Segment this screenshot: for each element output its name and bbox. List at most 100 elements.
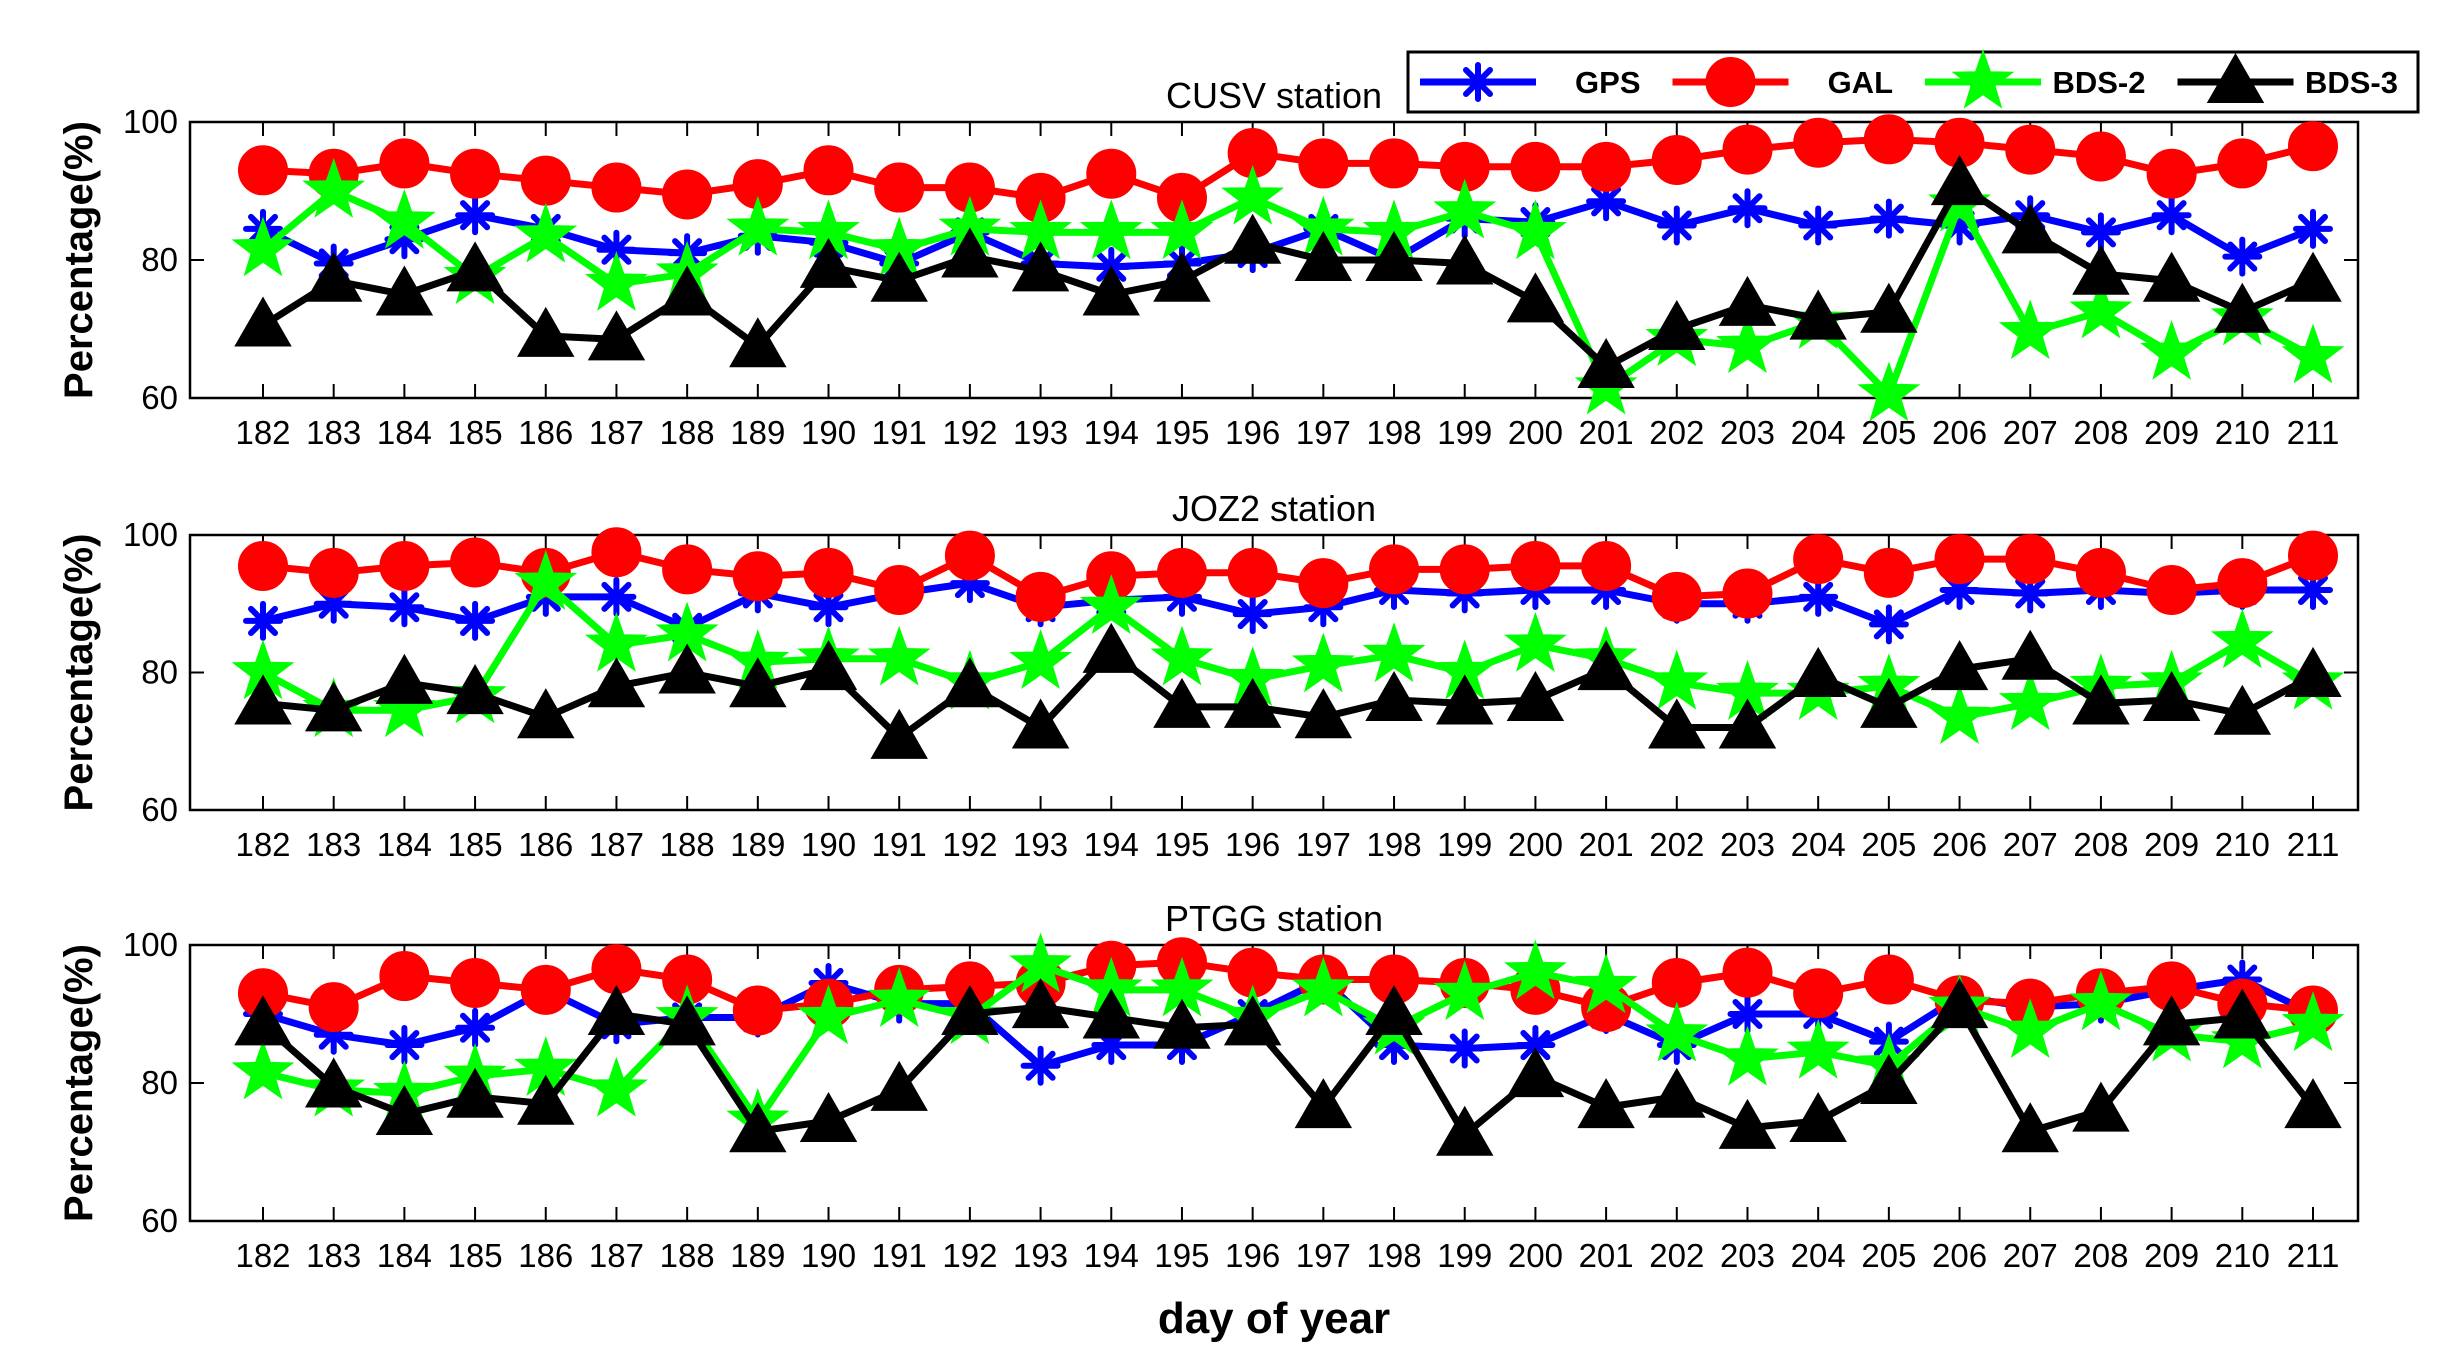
x-tick-label: 206 — [1932, 1237, 1987, 1274]
x-tick-label: 203 — [1720, 414, 1775, 451]
data-point-bds-2 — [1928, 684, 1991, 744]
x-tick-label: 205 — [1861, 414, 1916, 451]
data-point-bds-2 — [2069, 278, 2133, 339]
data-point-gps — [1939, 205, 1980, 246]
data-point-gal — [2288, 530, 2338, 581]
data-point-bds-3 — [2001, 203, 2059, 254]
data-point-bds-3 — [1365, 670, 1423, 721]
x-tick-label: 201 — [1579, 826, 1634, 863]
data-point-gps — [455, 195, 496, 236]
x-tick-label: 211 — [2287, 1237, 2340, 1274]
data-point-gal — [2005, 124, 2056, 175]
x-tick-label: 182 — [235, 414, 290, 451]
data-point-gps — [2151, 195, 2192, 236]
y-axis-label: Percentage(%) — [57, 534, 101, 812]
data-point-bds-2 — [231, 1039, 295, 1100]
data-point-bds-3 — [587, 657, 646, 708]
x-tick-label: 189 — [730, 1237, 785, 1274]
data-point-gps — [455, 600, 496, 641]
data-point-gal — [1863, 114, 1914, 165]
data-point-gps — [384, 1025, 425, 1065]
data-point-bds-2 — [1716, 313, 1779, 373]
data-point-bds-3 — [1011, 698, 1070, 749]
data-point-bds-3 — [1718, 1098, 1777, 1149]
data-point-bds-3 — [1648, 1067, 1706, 1118]
x-tick-label: 193 — [1013, 1237, 1068, 1274]
data-point-bds-3 — [2001, 629, 2059, 680]
data-point-gal — [1863, 547, 1914, 598]
x-tick-label: 198 — [1367, 826, 1422, 863]
x-tick-label: 195 — [1154, 826, 1209, 863]
data-point-gal — [944, 530, 995, 581]
data-point-bds-3 — [799, 640, 858, 691]
data-point-gal — [1086, 148, 1137, 199]
data-point-bds-3 — [2284, 1078, 2342, 1129]
data-point-bds-3 — [2072, 1081, 2130, 1132]
data-point-gal — [1439, 544, 1490, 595]
data-point-gal — [1793, 117, 1844, 168]
legend-marker-bds-2 — [1951, 48, 2015, 109]
data-point-bds-3 — [1294, 688, 1353, 739]
data-point-bds-3 — [375, 265, 434, 316]
legend-label: GPS — [1575, 65, 1640, 100]
series-bds-3 — [234, 622, 2342, 759]
legend-label: BDS-3 — [2305, 65, 2398, 100]
x-tick-label: 198 — [1367, 1237, 1422, 1274]
y-tick-label: 60 — [141, 791, 178, 828]
data-point-gal — [874, 162, 925, 213]
data-point-gal — [1934, 534, 1985, 585]
x-tick-label: 210 — [2215, 1237, 2270, 1274]
data-point-bds-3 — [446, 664, 504, 715]
data-point-bds-2 — [1645, 649, 1709, 710]
data-point-gal — [450, 148, 501, 199]
data-point-gal — [1510, 141, 1561, 192]
series-gal — [238, 114, 2338, 223]
data-point-bds-2 — [1433, 960, 1497, 1021]
data-point-bds-3 — [1789, 289, 1847, 340]
data-point-gps — [1232, 594, 1273, 635]
data-point-gal — [732, 985, 783, 1036]
data-point-bds-2 — [231, 216, 295, 277]
x-tick-label: 209 — [2144, 414, 2199, 451]
data-point-bds-2 — [1221, 164, 1285, 225]
x-tick-label: 210 — [2215, 826, 2270, 863]
data-point-bds-3 — [234, 296, 292, 347]
data-point-bds-3 — [1082, 265, 1141, 316]
data-point-gps — [384, 219, 425, 260]
data-point-gal — [662, 544, 713, 595]
data-point-gal — [1015, 571, 1066, 622]
data-point-gps — [2010, 573, 2051, 614]
data-point-gal — [803, 547, 854, 598]
data-point-bds-3 — [1435, 234, 1494, 285]
data-point-bds-3 — [1789, 1091, 1847, 1142]
data-point-gal — [1722, 947, 1773, 998]
data-point-gal — [2146, 565, 2197, 615]
x-tick-label: 189 — [730, 826, 785, 863]
series-gal — [238, 527, 2338, 622]
data-point-bds-2 — [1574, 953, 1638, 1014]
x-tick-label: 199 — [1437, 826, 1492, 863]
data-point-gps — [596, 576, 637, 617]
x-tick-label: 205 — [1861, 1237, 1916, 1274]
x-tick-label: 204 — [1791, 826, 1846, 863]
data-point-bds-3 — [1011, 978, 1070, 1029]
data-point-gal — [450, 537, 501, 588]
data-point-bds-2 — [1998, 670, 2062, 731]
data-point-gps — [1586, 181, 1627, 222]
legend-label: BDS-2 — [2052, 65, 2145, 100]
data-point-bds-2 — [1998, 998, 2062, 1058]
x-tick-label: 200 — [1508, 826, 1563, 863]
data-point-bds-3 — [1223, 995, 1282, 1046]
data-point-bds-2 — [302, 157, 366, 218]
x-tick-label: 211 — [2287, 826, 2340, 863]
data-point-bds-3 — [658, 265, 716, 316]
x-tick-label: 207 — [2003, 414, 2058, 451]
x-tick-label: 194 — [1084, 826, 1139, 863]
data-point-bds-2 — [797, 984, 860, 1045]
data-point-gal — [662, 169, 713, 220]
legend-label: GAL — [1828, 65, 1893, 100]
data-point-bds-3 — [2213, 988, 2272, 1039]
data-point-bds-3 — [304, 251, 363, 302]
data-point-bds-3 — [1577, 640, 1635, 691]
